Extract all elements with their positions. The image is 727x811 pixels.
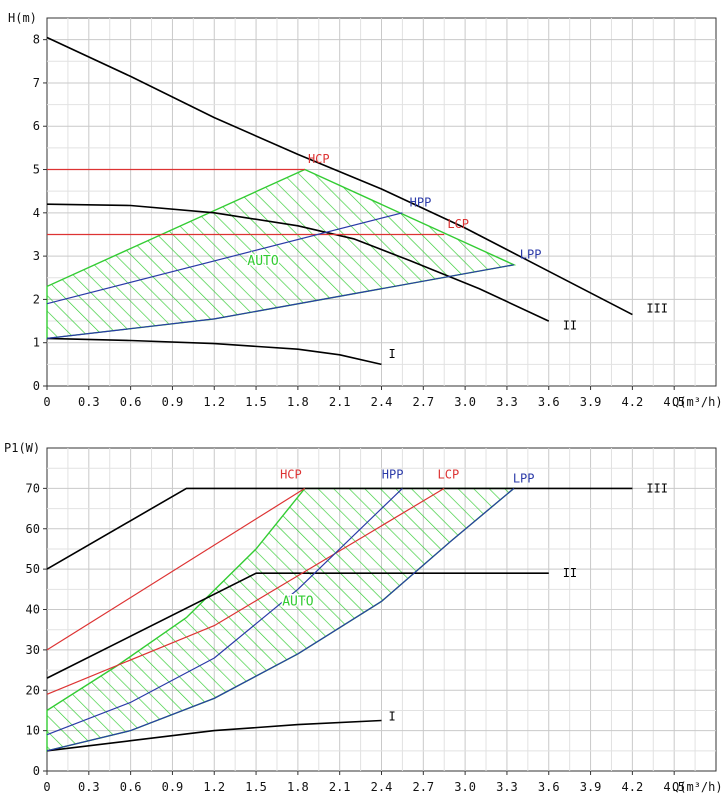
head-label-ii: II — [563, 319, 577, 333]
head-label-i: I — [388, 347, 395, 361]
head-x-tick-label-15: 4.5 — [663, 395, 685, 409]
head-series-lpp-line — [46, 264, 515, 339]
head-x-tick-label-6: 1.8 — [287, 395, 309, 409]
power-y-tick-label-2: 20 — [26, 683, 40, 697]
head-y-tick-label-4: 4 — [33, 206, 40, 220]
head-label-iii: III — [646, 301, 668, 315]
head-y-tick-label-0: 0 — [33, 379, 40, 393]
head-x-tick-label-14: 4.2 — [622, 395, 644, 409]
power-series-hcp-line — [46, 487, 306, 651]
head-y-tick-label-8: 8 — [33, 33, 40, 47]
power-y-tick-label-6: 60 — [26, 522, 40, 536]
head-series-hpp-line — [46, 212, 403, 305]
power-label-auto: AUTO — [282, 594, 313, 609]
power-x-tick-label-0: 0 — [43, 780, 50, 794]
power-y-tick-label-3: 30 — [26, 643, 40, 657]
power-series-ii-line — [46, 572, 549, 679]
head-y-tick-label-2: 2 — [33, 292, 40, 306]
head-label-lcp: LCP — [447, 217, 469, 231]
power-label-hcp: HCP — [280, 467, 302, 481]
head-chart-series — [46, 36, 633, 366]
head-y-tick-label-7: 7 — [33, 76, 40, 90]
power-x-tick-label-6: 1.8 — [287, 780, 309, 794]
head-x-tick-label-12: 3.6 — [538, 395, 560, 409]
head-chart-grid — [47, 18, 716, 386]
head-x-tick-label-13: 3.9 — [580, 395, 602, 409]
power-chart: 0 0.3 0.6 0.9 1.2 1.5 1.8 2.1 2.4 2.7 3.0 3.3 3.6 3.9… — [4, 441, 723, 794]
power-label-ii: II — [563, 566, 577, 580]
power-x-tick-label-10: 3.0 — [454, 780, 476, 794]
power-label-iii: III — [646, 481, 668, 495]
power-x-tick-label-2: 0.6 — [120, 780, 142, 794]
head-y-tick-labels: 0 1 2 3 4 5 6 7 8 — [33, 33, 47, 393]
head-x-tick-label-2: 0.6 — [120, 395, 142, 409]
power-series-iii-line — [46, 487, 633, 570]
head-chart: 0 0.3 0.6 0.9 1.2 1.5 1.8 2.1 2.4 2.7 3.0 3.3 3.6 3.9… — [8, 11, 723, 409]
head-x-tick-label-3: 0.9 — [162, 395, 184, 409]
power-y-tick-label-5: 50 — [26, 562, 40, 576]
head-x-tick-label-7: 2.1 — [329, 395, 351, 409]
head-x-tick-label-1: 0.3 — [78, 395, 100, 409]
head-x-tick-label-5: 1.5 — [245, 395, 267, 409]
head-y-axis-label: H(m) — [8, 11, 37, 25]
power-series-hpp-line — [46, 487, 403, 736]
power-x-tick-label-8: 2.4 — [371, 780, 393, 794]
head-y-tick-label-6: 6 — [33, 119, 40, 133]
power-series-lpp-line — [46, 487, 515, 752]
head-x-tick-label-11: 3.3 — [496, 395, 518, 409]
head-label-auto: AUTO — [247, 254, 278, 269]
power-x-tick-labels: 0 0.3 0.6 0.9 1.2 1.5 1.8 2.1 2.4 2.7 3.0 3.3 3.6 3.9… — [43, 771, 685, 794]
head-y-tick-label-1: 1 — [33, 336, 40, 350]
power-y-tick-label-7: 70 — [26, 481, 40, 495]
head-label-lpp: LPP — [520, 247, 542, 261]
power-x-tick-label-4: 1.2 — [203, 780, 225, 794]
power-y-tick-label-1: 10 — [26, 724, 40, 738]
power-label-i: I — [388, 710, 395, 724]
power-x-tick-label-9: 2.7 — [412, 780, 434, 794]
head-x-tick-label-9: 2.7 — [412, 395, 434, 409]
power-chart-series — [46, 487, 633, 752]
power-label-lcp: LCP — [438, 467, 460, 481]
head-y-tick-label-3: 3 — [33, 249, 40, 263]
power-x-tick-label-15: 4.5 — [663, 780, 685, 794]
power-x-tick-label-5: 1.5 — [245, 780, 267, 794]
head-x-tick-label-10: 3.0 — [454, 395, 476, 409]
power-x-axis-label: Q(m³/h) — [672, 780, 723, 794]
power-series-lcp-line — [46, 487, 445, 695]
power-label-lpp: LPP — [513, 471, 535, 485]
head-x-tick-label-0: 0 — [43, 395, 50, 409]
power-x-tick-label-7: 2.1 — [329, 780, 351, 794]
head-label-hcp: HCP — [308, 152, 330, 166]
power-y-tick-label-4: 40 — [26, 603, 40, 617]
head-series-i-line — [46, 337, 382, 366]
head-label-hpp: HPP — [410, 195, 432, 209]
power-y-tick-label-0: 0 — [33, 764, 40, 778]
head-x-tick-labels: 0 0.3 0.6 0.9 1.2 1.5 1.8 2.1 2.4 2.7 3.0 3.3 3.6 3.9… — [43, 386, 685, 409]
power-x-tick-label-1: 0.3 — [78, 780, 100, 794]
power-y-tick-labels: 0 10 20 30 40 50 60 70 — [26, 481, 47, 778]
power-y-axis-label: P1(W) — [4, 441, 40, 455]
power-series-i-line — [46, 719, 382, 752]
power-x-tick-label-13: 3.9 — [580, 780, 602, 794]
head-series-iii-line — [46, 36, 633, 316]
power-x-tick-label-11: 3.3 — [496, 780, 518, 794]
head-y-tick-label-5: 5 — [33, 163, 40, 177]
power-x-tick-label-3: 0.9 — [162, 780, 184, 794]
power-x-tick-label-12: 3.6 — [538, 780, 560, 794]
head-x-axis-label: Q(m³/h) — [672, 395, 723, 409]
power-x-tick-label-14: 4.2 — [622, 780, 644, 794]
power-label-hpp: HPP — [382, 467, 404, 481]
head-x-tick-label-4: 1.2 — [203, 395, 225, 409]
head-x-tick-label-8: 2.4 — [371, 395, 393, 409]
